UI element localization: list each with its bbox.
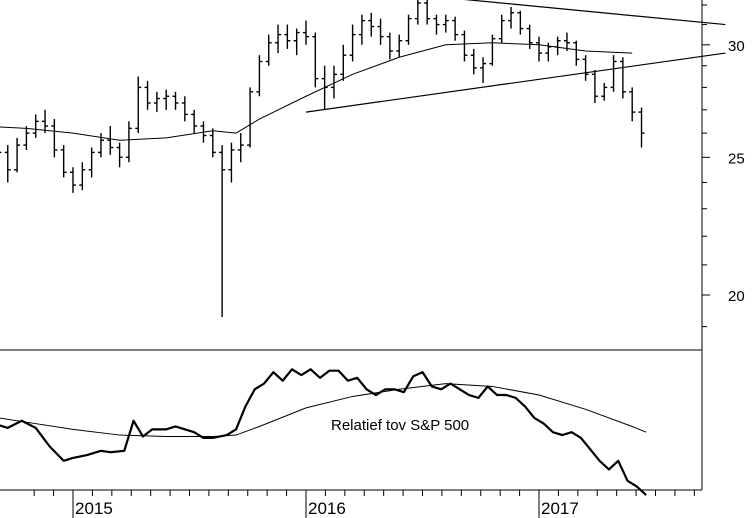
ohlc-bar <box>181 96 188 122</box>
ohlc-bar <box>42 109 49 134</box>
ohlc-bar <box>88 147 95 178</box>
ohlc-bar <box>172 91 179 110</box>
ohlc-bar <box>480 57 487 83</box>
ohlc-bar <box>573 40 580 66</box>
ohlc-bar <box>591 69 598 104</box>
ohlc-bar <box>601 82 608 101</box>
ohlc-bar <box>135 76 142 134</box>
ohlc-bar <box>489 34 496 66</box>
price-moving-average-line <box>0 42 633 141</box>
ohlc-bar <box>340 44 347 81</box>
price-bars <box>0 0 645 317</box>
year-label: 2016 <box>308 499 346 518</box>
ohlc-bar <box>23 126 30 150</box>
ohlc-bar <box>638 107 645 148</box>
ohlc-bar <box>70 167 76 193</box>
ohlc-bar <box>228 142 235 183</box>
ohlc-bar <box>396 34 403 58</box>
ohlc-bar <box>265 34 272 66</box>
ohlc-bar <box>275 24 282 54</box>
ohlc-bar <box>0 151 2 154</box>
trendlines <box>305 0 726 113</box>
ohlc-bar <box>209 128 216 158</box>
trendline <box>463 0 726 26</box>
ohlc-bar <box>256 55 263 97</box>
ohlc-bar <box>498 14 505 43</box>
ohlc-bar <box>414 0 421 25</box>
ohlc-bar <box>424 0 431 25</box>
ohlc-bar <box>386 32 393 60</box>
ohlc-bar <box>368 12 375 37</box>
ohlc-bar <box>293 28 300 56</box>
ohlc-bar <box>284 24 291 49</box>
ohlc-bar <box>377 18 384 45</box>
y-tick-label: 30 <box>728 38 745 55</box>
ohlc-bar <box>470 48 477 75</box>
ohlc-bar <box>442 14 449 33</box>
ohlc-bar <box>144 80 151 110</box>
ohlc-bar <box>51 119 58 158</box>
ohlc-bar <box>14 137 21 173</box>
ohlc-bar <box>526 24 533 49</box>
ohlc-bar <box>349 24 356 62</box>
ohlc-bar <box>116 142 123 168</box>
ohlc-bar <box>200 121 207 143</box>
ohlc-bar <box>97 133 104 158</box>
ohlc-bar <box>107 126 114 155</box>
ohlc-bar <box>303 20 309 45</box>
y-tick-label: 20 <box>728 288 745 305</box>
ohlc-bar <box>461 30 468 62</box>
ohlc-bar <box>433 14 440 35</box>
ohlc-bar <box>79 162 86 191</box>
ohlc-bar <box>191 109 198 134</box>
ohlc-bar <box>554 36 561 56</box>
y-tick-label: 25 <box>728 150 745 167</box>
year-label: 2017 <box>541 499 579 518</box>
price-moving-average <box>0 42 633 141</box>
ohlc-bar <box>32 114 39 138</box>
ohlc-bar <box>582 55 589 81</box>
ohlc-bar <box>330 65 337 99</box>
tick-labels: 20 25 30 2015 2016 2017 <box>33 4 745 518</box>
relative-annotation: Relatief tov S&P 500 <box>331 417 469 434</box>
chart-axes <box>0 0 703 491</box>
trendline <box>305 52 726 113</box>
ohlc-bar <box>517 10 524 35</box>
ohlc-bar <box>247 87 254 148</box>
ohlc-bar <box>629 87 636 122</box>
ohlc-bar <box>321 65 328 110</box>
ohlc-bar <box>508 6 515 29</box>
ohlc-bar <box>237 133 244 163</box>
ohlc-bar <box>153 91 160 113</box>
ohlc-bar <box>545 42 552 62</box>
relative-average-line <box>0 383 647 437</box>
ohlc-bar <box>610 55 617 92</box>
ohlc-bar <box>619 57 626 99</box>
ohlc-bar <box>405 14 412 45</box>
relative-strength-line <box>0 368 647 496</box>
ohlc-bar <box>358 14 365 45</box>
ohlc-bar <box>312 32 319 88</box>
ohlc-bar <box>125 121 132 163</box>
ohlc-bar <box>60 145 67 178</box>
relative-panel <box>0 368 647 496</box>
ohlc-bar <box>163 89 170 110</box>
year-label: 2015 <box>75 499 113 518</box>
ohlc-bar <box>4 145 11 183</box>
ohlc-bar <box>536 36 542 62</box>
ohlc-bar <box>452 16 459 41</box>
ohlc-bar <box>219 145 226 317</box>
ohlc-bar <box>563 32 570 52</box>
